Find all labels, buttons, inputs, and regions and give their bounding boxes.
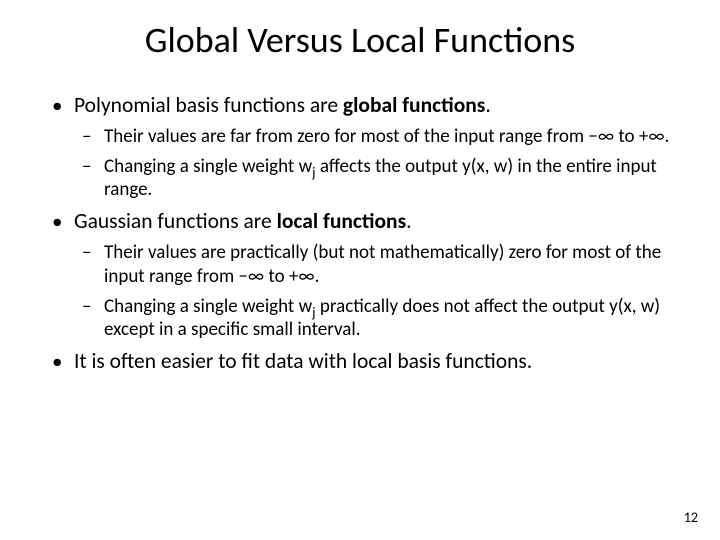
bullet-1-post: . [485,92,490,118]
bullet-1-sub-1-math: −∞ to +∞. [588,125,669,148]
bullet-1-sublist: Their values are far from zero for most … [74,125,672,202]
bullet-3: It is often easier to fit data with loca… [48,348,672,375]
bullet-list: Polynomial basis functions are global fu… [48,92,672,375]
page-number: 12 [684,509,698,526]
bullet-2-pre: Gaussian functions are [74,208,277,234]
bullet-1-sub-1: Their values are far from zero for most … [74,125,672,149]
bullet-2-bold: local functions [277,208,407,234]
bullet-2-sub-2-pre: Changing a single weight w [104,295,312,318]
bullet-2-sub-1: Their values are practically (but not ma… [74,241,672,289]
bullet-2-sub-2: Changing a single weight wj practically … [74,295,672,343]
bullet-2: Gaussian functions are local functions. … [48,208,672,342]
bullet-2-sub-1-math: −∞ to +∞. [238,265,319,288]
bullet-1: Polynomial basis functions are global fu… [48,92,672,202]
bullet-2-sublist: Their values are practically (but not ma… [74,241,672,342]
bullet-1-pre: Polynomial basis functions are [74,92,343,118]
bullet-3-text: It is often easier to fit data with loca… [74,348,532,374]
bullet-1-bold: global functions [343,92,485,118]
bullet-2-sub-1-pre: Their values are practically (but not ma… [104,241,661,288]
bullet-1-sub-1-pre: Their values are far from zero for most … [104,125,588,148]
slide-title: Global Versus Local Functions [48,18,672,62]
bullet-1-sub-2-pre: Changing a single weight w [104,155,312,178]
bullet-1-sub-2: Changing a single weight wj affects the … [74,155,672,203]
bullet-2-post: . [406,208,411,234]
